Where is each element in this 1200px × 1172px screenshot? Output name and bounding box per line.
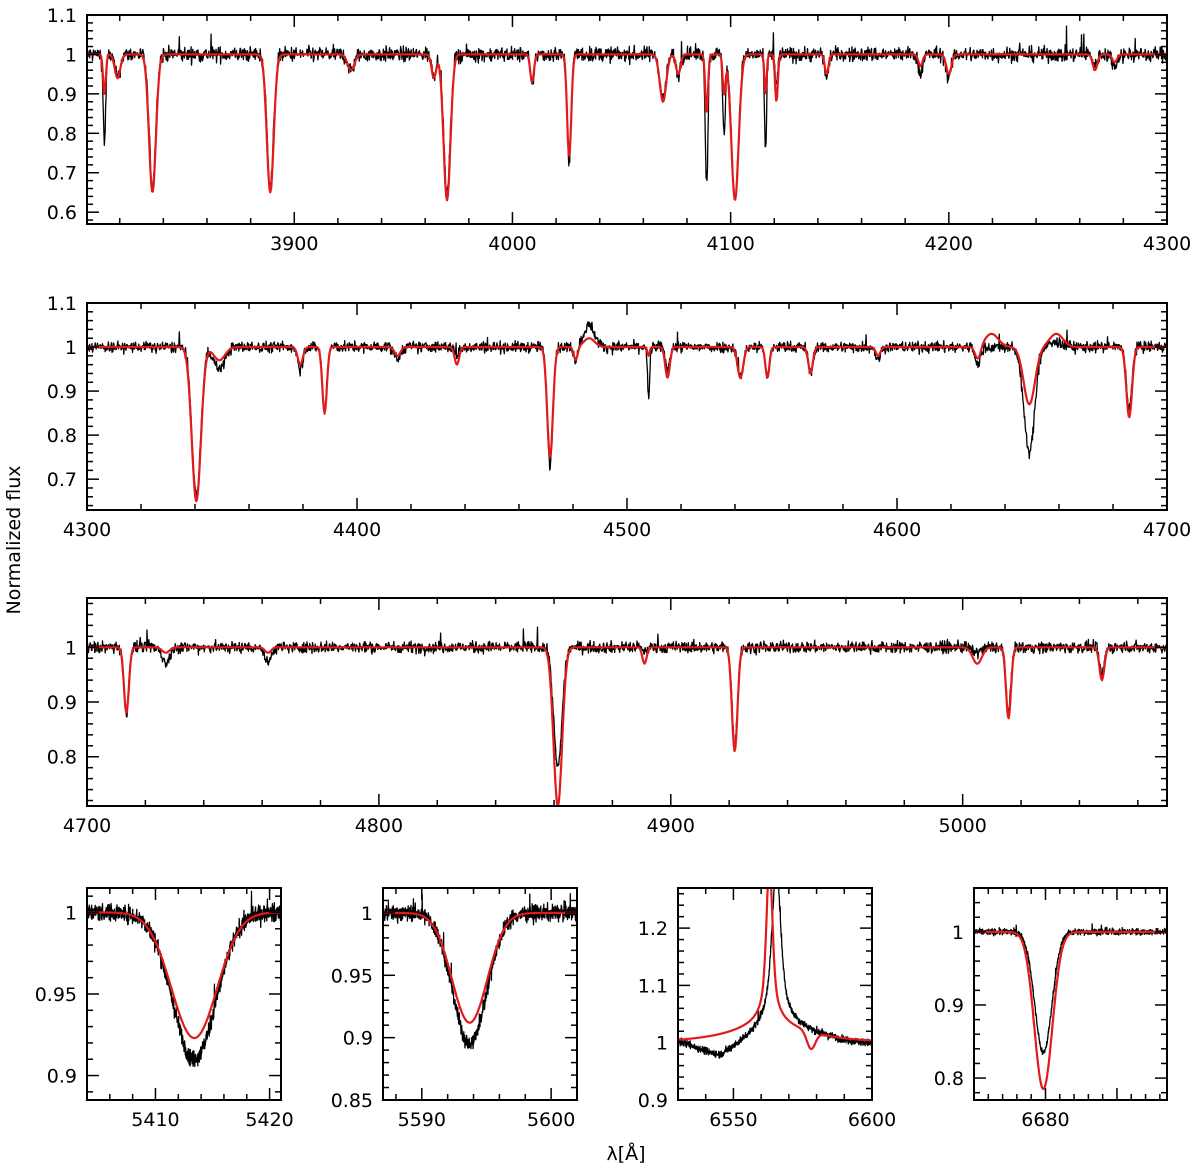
panel-frame	[677, 887, 873, 1101]
x-tick-label: 3900	[270, 233, 318, 255]
model-spectrum	[383, 911, 577, 1024]
y-tick-label: 1.2	[638, 918, 668, 940]
panel-7: 6680 0.8 0.9 1	[934, 887, 1168, 1131]
y-tick-label: 1.1	[47, 5, 77, 27]
panel-frame	[86, 302, 1168, 511]
observed-spectrum	[87, 25, 1167, 198]
y-tick-label: 1	[65, 637, 77, 659]
y-tick-label: 1.1	[638, 975, 668, 997]
panel-3: 4700 4800 4900 5000 0.8 0.9 1	[47, 597, 1168, 837]
x-tick-label: 5410	[131, 1109, 179, 1131]
x-tick-label: 4300	[1143, 233, 1191, 255]
model-spectrum	[87, 332, 1167, 503]
panel-2: 4300 4400 4500 4600 4700 0.7 0.8 0.9 1 1.1	[47, 293, 1191, 541]
panel-frame	[86, 597, 1168, 807]
y-tick-label: 1	[952, 922, 964, 944]
observed-spectrum	[383, 893, 577, 1050]
y-tick-label: 0.8	[47, 123, 77, 145]
y-tick-label: 0.7	[47, 163, 77, 185]
y-tick-label: 0.9	[47, 1066, 77, 1088]
model-spectrum	[678, 888, 872, 1051]
observed-spectrum	[678, 888, 872, 1059]
y-tick-label: 1	[65, 337, 77, 359]
x-tick-label: 4900	[647, 815, 695, 837]
panel-frame	[382, 887, 578, 1101]
panel-4: 5410 5420 0.9 0.95 1	[35, 887, 294, 1131]
y-tick-label: 0.9	[343, 1028, 373, 1050]
spectrum-panels: 3900 4000 4100 4200 43000.60.70.80.911.14300…	[35, 5, 1191, 1131]
y-tick-label: 0.95	[35, 984, 77, 1006]
panel-frame	[973, 887, 1168, 1101]
x-tick-label: 4200	[925, 233, 973, 255]
x-tick-label: 4500	[603, 519, 651, 541]
panel-1: 3900 4000 4100 4200 4300 0.6 0.7 0.8 0.9 1 1.1	[47, 5, 1191, 255]
y-tick-label: 0.9	[47, 381, 77, 403]
y-tick-label: 0.9	[47, 692, 77, 714]
x-tick-label: 4100	[706, 233, 754, 255]
y-tick-label: 0.9	[638, 1090, 668, 1112]
y-tick-label: 0.85	[331, 1090, 373, 1112]
y-tick-label: 0.7	[47, 469, 77, 491]
x-tick-label: 6600	[848, 1109, 896, 1131]
panel-frame	[86, 14, 1168, 225]
x-tick-label: 6550	[709, 1109, 757, 1131]
y-tick-label: 1.1	[47, 293, 77, 315]
y-tick-label: 1	[65, 44, 77, 66]
panel-5: 5590 5600 0.85 0.9 0.95 1	[331, 887, 578, 1131]
x-tick-label: 4700	[63, 815, 111, 837]
model-spectrum	[974, 930, 1167, 1091]
model-spectrum	[87, 53, 1167, 202]
y-tick-label: 1	[361, 903, 373, 925]
model-spectrum	[87, 911, 281, 1040]
y-tick-label: 0.95	[331, 965, 373, 987]
y-tick-label: 0.8	[934, 1068, 964, 1090]
x-tick-label: 5000	[938, 815, 986, 837]
y-tick-label: 0.6	[47, 202, 77, 224]
y-tick-label: 1	[65, 902, 77, 924]
x-tick-label: 5590	[398, 1109, 446, 1131]
x-tick-label: 5420	[245, 1109, 293, 1131]
observed-spectrum	[974, 923, 1167, 1055]
x-axis-title: λ[Å]	[606, 1142, 645, 1165]
y-axis-title: Normalized flux	[3, 465, 25, 614]
y-tick-label: 0.8	[47, 425, 77, 447]
x-tick-label: 4600	[873, 519, 921, 541]
model-spectrum	[87, 646, 1167, 806]
x-tick-label: 4300	[63, 519, 111, 541]
x-tick-label: 5600	[527, 1109, 575, 1131]
x-tick-label: 4800	[355, 815, 403, 837]
x-tick-label: 4700	[1143, 519, 1191, 541]
y-tick-label: 0.8	[47, 747, 77, 769]
x-tick-label: 4000	[488, 233, 536, 255]
y-tick-label: 0.9	[47, 84, 77, 106]
panel-6: 6550 6600 0.9 1 1.1 1.2	[638, 887, 896, 1131]
x-tick-label: 4400	[333, 519, 381, 541]
y-tick-label: 1	[656, 1033, 668, 1055]
y-tick-label: 0.9	[934, 995, 964, 1017]
x-tick-label: 6680	[1021, 1109, 1069, 1131]
